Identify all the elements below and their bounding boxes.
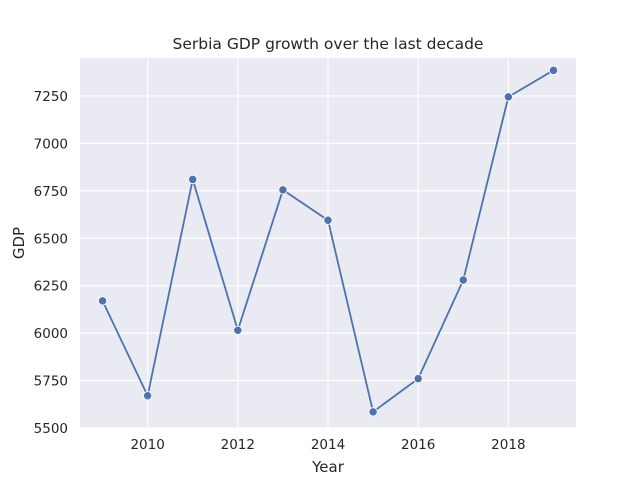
x-tick-label: 2010: [130, 437, 164, 453]
data-point: [323, 215, 333, 225]
x-tick-labels: 2010 2012 2014 2016 2018: [130, 437, 525, 453]
y-tick-label: 6500: [34, 231, 68, 247]
y-tick-label: 5750: [34, 374, 68, 390]
y-tick-label: 6750: [34, 184, 68, 200]
grid-lines: [80, 58, 576, 429]
y-tick-label: 6000: [34, 326, 68, 342]
data-point: [548, 65, 559, 75]
x-tick-label: 2016: [401, 437, 435, 453]
data-point: [278, 185, 288, 195]
y-tick-labels: 5500 5750 6000 6250 6500 6750 7000 7250: [34, 89, 68, 437]
x-tick-label: 2012: [221, 437, 255, 453]
y-axis-label: GDP: [10, 227, 28, 259]
data-point: [233, 325, 243, 335]
y-tick-label: 7000: [34, 136, 68, 152]
y-tick-label: 7250: [34, 89, 68, 105]
x-axis-label: Year: [311, 458, 345, 476]
data-point: [368, 407, 378, 417]
x-tick-label: 2014: [311, 437, 345, 453]
data-point: [458, 275, 468, 285]
series-markers: [97, 65, 559, 417]
y-tick-label: 6250: [34, 279, 68, 295]
chart-title: Serbia GDP growth over the last decade: [173, 35, 484, 53]
data-point: [503, 92, 514, 102]
y-tick-label: 5500: [34, 421, 68, 437]
data-point: [142, 391, 153, 401]
data-point: [413, 374, 423, 384]
x-tick-label: 2018: [491, 437, 525, 453]
data-point: [97, 296, 108, 306]
data-point: [188, 174, 198, 185]
